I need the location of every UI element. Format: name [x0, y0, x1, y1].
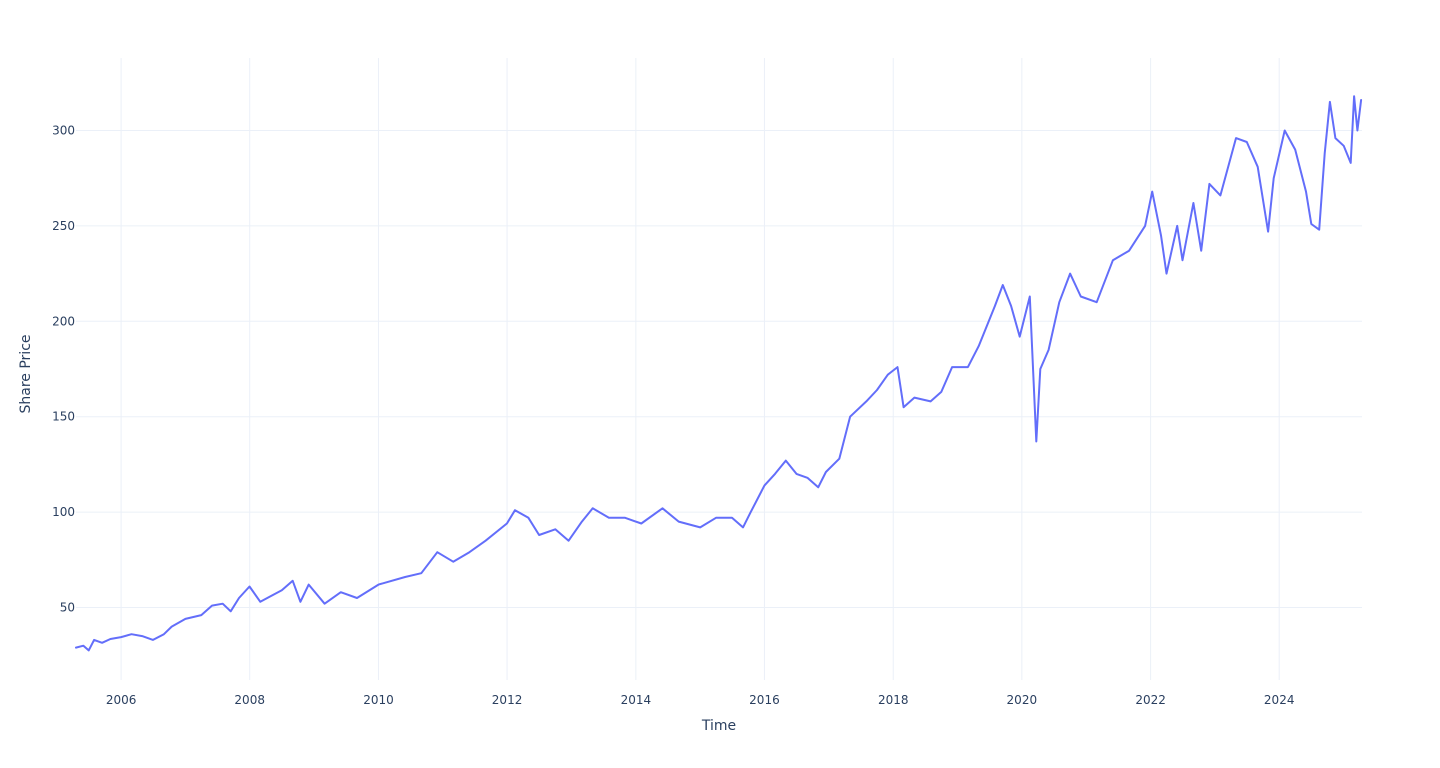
x-tick-label: 2012 — [492, 693, 523, 707]
y-tick-label: 200 — [52, 314, 75, 328]
y-tick-label: 150 — [52, 410, 75, 424]
x-axis-ticks: 2006 2008 2010 2012 2014 2016 2018 2020 2022 2024 — [106, 693, 1295, 707]
y-tick-label: 250 — [52, 219, 75, 233]
series-line — [75, 95, 1363, 652]
y-gridlines — [76, 130, 1362, 608]
x-tick-label: 2014 — [621, 693, 652, 707]
x-axis-title: Time — [701, 718, 736, 734]
x-tick-label: 2018 — [878, 693, 909, 707]
x-tick-label: 2010 — [363, 693, 394, 707]
x-tick-label: 2006 — [106, 693, 137, 707]
x-tick-label: 2022 — [1135, 693, 1166, 707]
y-tick-label: 50 — [60, 600, 75, 614]
x-tick-label: 2020 — [1007, 693, 1038, 707]
x-gridlines — [120, 58, 1280, 680]
y-axis-ticks: 50 100 150 200 250 300 — [52, 124, 75, 615]
x-tick-label: 2016 — [749, 693, 780, 707]
y-axis-title: Share Price — [18, 334, 34, 413]
y-tick-label: 100 — [52, 505, 75, 519]
x-tick-label: 2024 — [1264, 693, 1295, 707]
plot-area — [75, 95, 1363, 652]
y-tick-label: 300 — [52, 124, 75, 138]
x-tick-label: 2008 — [234, 693, 265, 707]
